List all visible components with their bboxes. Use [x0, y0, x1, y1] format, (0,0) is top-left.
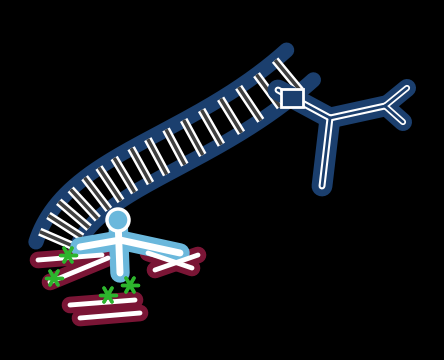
Bar: [281, 89, 303, 107]
Circle shape: [107, 209, 129, 231]
